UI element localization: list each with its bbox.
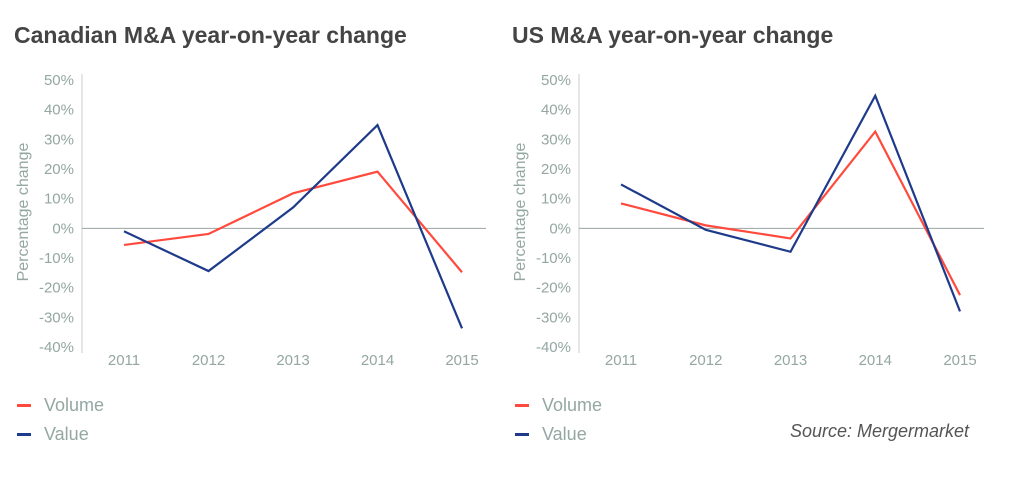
- y-tick-label: -10%: [536, 250, 571, 267]
- y-tick-label: 20%: [541, 161, 571, 178]
- y-tick-label: 50%: [44, 72, 74, 89]
- series-line-volume: [123, 170, 463, 273]
- legend-us: Volume Value: [515, 391, 602, 449]
- x-tick-label: 2013: [276, 352, 309, 369]
- y-tick-label: 0%: [549, 220, 571, 237]
- x-tick-label: 2012: [689, 352, 722, 369]
- legend-label: Volume: [44, 395, 105, 415]
- y-axis-label: Percentage change: [512, 143, 529, 282]
- series-line-volume: [620, 129, 961, 296]
- value-swatch-icon: [515, 433, 529, 436]
- series-line-value: [123, 123, 464, 329]
- y-tick-label: -20%: [39, 280, 74, 297]
- chart-title-canada: Canadian M&A year-on-year change: [14, 22, 407, 48]
- chart-canada: 50% 40% 30% 20% 10% 0% -10% -20% -30% -40% 2011 201…: [15, 72, 486, 369]
- y-tick-label: 40%: [44, 102, 74, 119]
- y-tick-label: 40%: [541, 102, 571, 119]
- y-tick-label: -10%: [39, 250, 74, 267]
- legend-item-value: Value: [515, 420, 602, 449]
- chart-us: 50% 40% 30% 20% 10% 0% -10% -20% -30% -40% 2011 201…: [512, 72, 984, 369]
- x-tick-label: 2015: [445, 352, 478, 369]
- y-tick-label: 0%: [52, 220, 74, 237]
- y-tick-label: -40%: [39, 339, 74, 356]
- x-tick-label: 2012: [192, 352, 225, 369]
- y-tick-label: -30%: [536, 309, 571, 326]
- x-tick-label: 2015: [943, 352, 976, 369]
- x-tick-label: 2011: [108, 352, 140, 369]
- legend-canada: Volume Value: [17, 391, 104, 449]
- y-tick-label: 50%: [541, 72, 571, 89]
- legend-label: Value: [542, 424, 587, 444]
- x-tick-label: 2013: [774, 352, 807, 369]
- y-tick-label: 30%: [541, 131, 571, 148]
- legend-item-value: Value: [17, 420, 104, 449]
- y-tick-label: -40%: [536, 339, 571, 356]
- y-tick-label: -30%: [39, 309, 74, 326]
- legend-label: Volume: [542, 395, 603, 415]
- x-tick-label: 2011: [605, 352, 637, 369]
- y-tick-label: 10%: [44, 191, 74, 208]
- y-axis-label: Percentage change: [15, 143, 32, 282]
- volume-swatch-icon: [17, 404, 31, 407]
- x-tick-label: 2014: [361, 352, 394, 369]
- series-line-value: [620, 93, 962, 312]
- x-tick-label: 2014: [859, 352, 892, 369]
- source-note: Source: Mergermarket: [790, 421, 970, 441]
- y-tick-label: 30%: [44, 131, 74, 148]
- value-swatch-icon: [17, 433, 31, 436]
- legend-item-volume: Volume: [515, 391, 602, 420]
- chart-title-us: US M&A year-on-year change: [512, 22, 834, 48]
- y-tick-label: 10%: [541, 191, 571, 208]
- y-tick-label: -20%: [536, 280, 571, 297]
- legend-label: Value: [44, 424, 89, 444]
- volume-swatch-icon: [515, 404, 529, 407]
- y-tick-label: 20%: [44, 161, 74, 178]
- legend-item-volume: Volume: [17, 391, 104, 420]
